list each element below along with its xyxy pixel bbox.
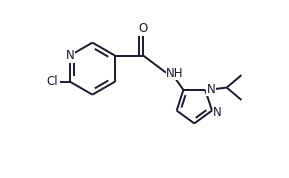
Text: NH: NH xyxy=(166,67,184,80)
Text: Cl: Cl xyxy=(46,75,58,88)
Text: N: N xyxy=(213,106,222,119)
Text: N: N xyxy=(66,49,74,62)
Text: N: N xyxy=(207,83,216,96)
Text: O: O xyxy=(139,22,148,35)
